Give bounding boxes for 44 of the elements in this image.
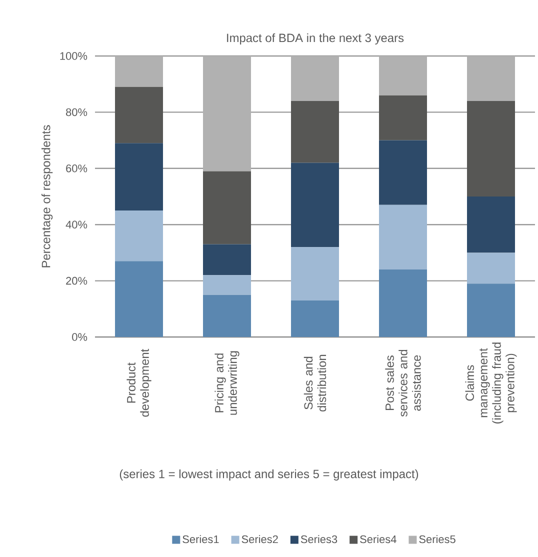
legend-label: Series3	[300, 535, 338, 544]
bar	[379, 140, 427, 205]
bar	[115, 261, 163, 337]
legend-label: Series5	[419, 535, 456, 544]
x-tick-label: Claims management (including fraud prevention)	[465, 342, 517, 424]
bar	[203, 294, 251, 337]
y-tick-label: 40%	[66, 220, 88, 228]
bar	[115, 56, 163, 87]
text: (series 1 = lowest impact and series 5 = greatest impact)	[120, 469, 418, 481]
bar	[291, 300, 339, 337]
x-tick-label: Post sales services and assistance	[385, 350, 421, 417]
legend-label: Series1	[182, 535, 219, 544]
x-tick-label: Sales and distribution	[304, 354, 326, 412]
bar	[203, 275, 251, 295]
bar	[467, 100, 515, 196]
y-tick-label: 20%	[66, 276, 88, 285]
bar	[467, 284, 515, 337]
bar	[379, 56, 427, 96]
y-tick-label: 80%	[66, 108, 88, 116]
bar	[291, 247, 339, 300]
y-tick-label: 0%	[72, 333, 88, 341]
bar	[203, 244, 251, 276]
legend-label: Series2	[242, 535, 278, 544]
bar	[379, 204, 427, 270]
bar	[379, 270, 427, 337]
bar	[291, 56, 339, 101]
y-tick-label: 60%	[66, 164, 88, 172]
bar	[467, 196, 515, 253]
x-tick-label: Pricing and underwriting	[214, 351, 240, 415]
y-tick-label: 100%	[60, 52, 88, 60]
bar	[467, 252, 515, 284]
bar	[115, 210, 163, 262]
bar	[203, 171, 251, 244]
bar	[291, 162, 339, 248]
bar	[115, 86, 163, 144]
bar	[467, 56, 515, 101]
bar	[115, 143, 163, 211]
bar	[379, 95, 427, 140]
x-tick-label: Product development	[126, 348, 152, 417]
legend-label: Series4	[360, 535, 396, 544]
bar	[291, 100, 339, 163]
chart-title: Impact of BDA in the next 3 years	[227, 33, 404, 44]
bar	[203, 56, 251, 172]
y-axis-title: Percentage of respondents	[41, 125, 53, 268]
